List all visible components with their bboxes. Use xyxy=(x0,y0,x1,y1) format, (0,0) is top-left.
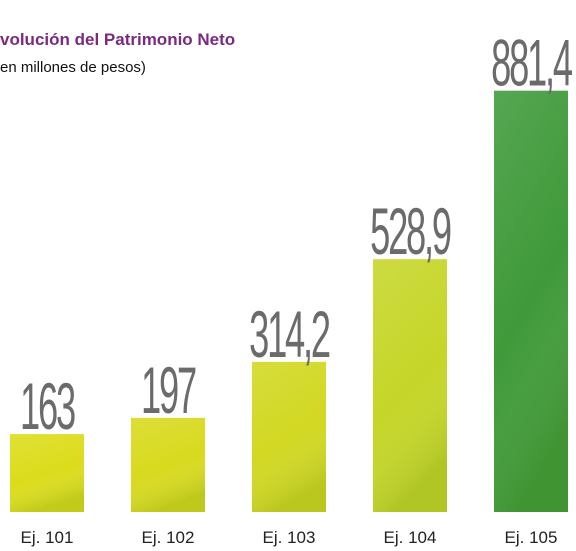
x-tick-label: Ej. 102 xyxy=(142,528,195,547)
bar-shade xyxy=(131,417,205,512)
chart-title: volución del Patrimonio Neto xyxy=(0,30,235,49)
value-label: 314,2 xyxy=(249,299,329,372)
bar-shade xyxy=(252,361,326,512)
x-tick-label: Ej. 104 xyxy=(384,528,437,547)
value-label: 528,9 xyxy=(370,196,451,269)
x-tick-label: Ej. 105 xyxy=(505,528,558,547)
chart-subtitle: en millones de pesos) xyxy=(0,59,146,76)
bar-shade xyxy=(494,90,568,513)
bar-shade xyxy=(373,259,447,512)
x-tick-label: Ej. 101 xyxy=(21,528,74,547)
bar-shade xyxy=(10,434,84,512)
value-label: 881,4 xyxy=(491,27,573,100)
value-label: 163 xyxy=(20,371,75,444)
value-label: 197 xyxy=(141,355,195,428)
x-tick-label: Ej. 103 xyxy=(263,528,316,547)
